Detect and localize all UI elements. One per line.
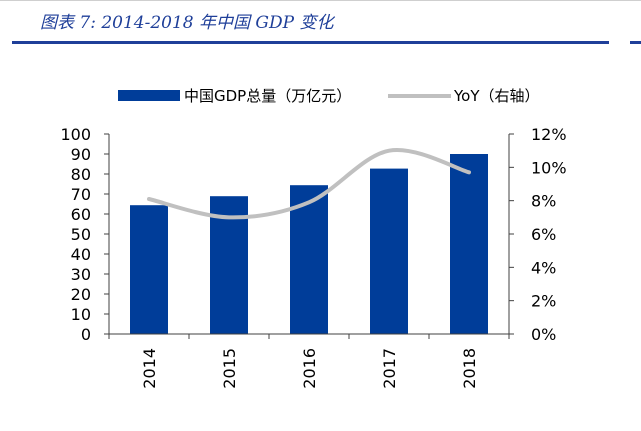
right-tick-label: 10%	[531, 158, 567, 177]
right-tick-label: 12%	[531, 125, 567, 144]
caption-underline	[12, 41, 609, 44]
right-tick-label: 2%	[531, 292, 556, 311]
bar-2017	[370, 168, 408, 334]
legend-bar-label: 中国GDP总量（万亿元）	[184, 87, 351, 105]
right-tick-label: 0%	[531, 325, 556, 344]
left-tick-label: 20	[71, 285, 91, 304]
left-tick-label: 80	[71, 165, 91, 184]
legend-line-label: YoY（右轴）	[453, 87, 540, 105]
caption-underline-tail	[630, 41, 641, 44]
bars	[130, 154, 488, 334]
x-tick-label-2016: 2016	[300, 348, 319, 389]
bar-2016	[290, 185, 328, 334]
left-tick-label: 0	[81, 325, 91, 344]
left-tick-label: 100	[60, 125, 91, 144]
x-tick-label-2014: 2014	[140, 348, 159, 389]
bar-2014	[130, 205, 168, 334]
left-tick-label: 10	[71, 305, 91, 324]
figure-caption: 图表 7: 2014-2018 年中国 GDP 变化	[40, 13, 334, 33]
left-tick-label: 40	[71, 245, 91, 264]
left-tick-label: 70	[71, 185, 91, 204]
right-tick-label: 8%	[531, 192, 556, 211]
left-tick-label: 60	[71, 205, 91, 224]
left-tick-label: 50	[71, 225, 91, 244]
yoy-line	[147, 147, 471, 220]
legend-bar-swatch	[118, 90, 180, 101]
right-tick-label: 4%	[531, 258, 556, 277]
right-tick-label: 6%	[531, 225, 556, 244]
x-tick-label-2017: 2017	[380, 348, 399, 389]
yoy-line-layer	[147, 147, 471, 220]
left-tick-label: 30	[71, 265, 91, 284]
left-tick-label: 90	[71, 145, 91, 164]
x-tick-label-2015: 2015	[220, 348, 239, 389]
bar-2018	[450, 154, 488, 334]
legend: 中国GDP总量（万亿元） YoY（右轴）	[118, 87, 540, 105]
x-tick-label-2018: 2018	[460, 348, 479, 389]
top-border	[0, 0, 641, 1]
